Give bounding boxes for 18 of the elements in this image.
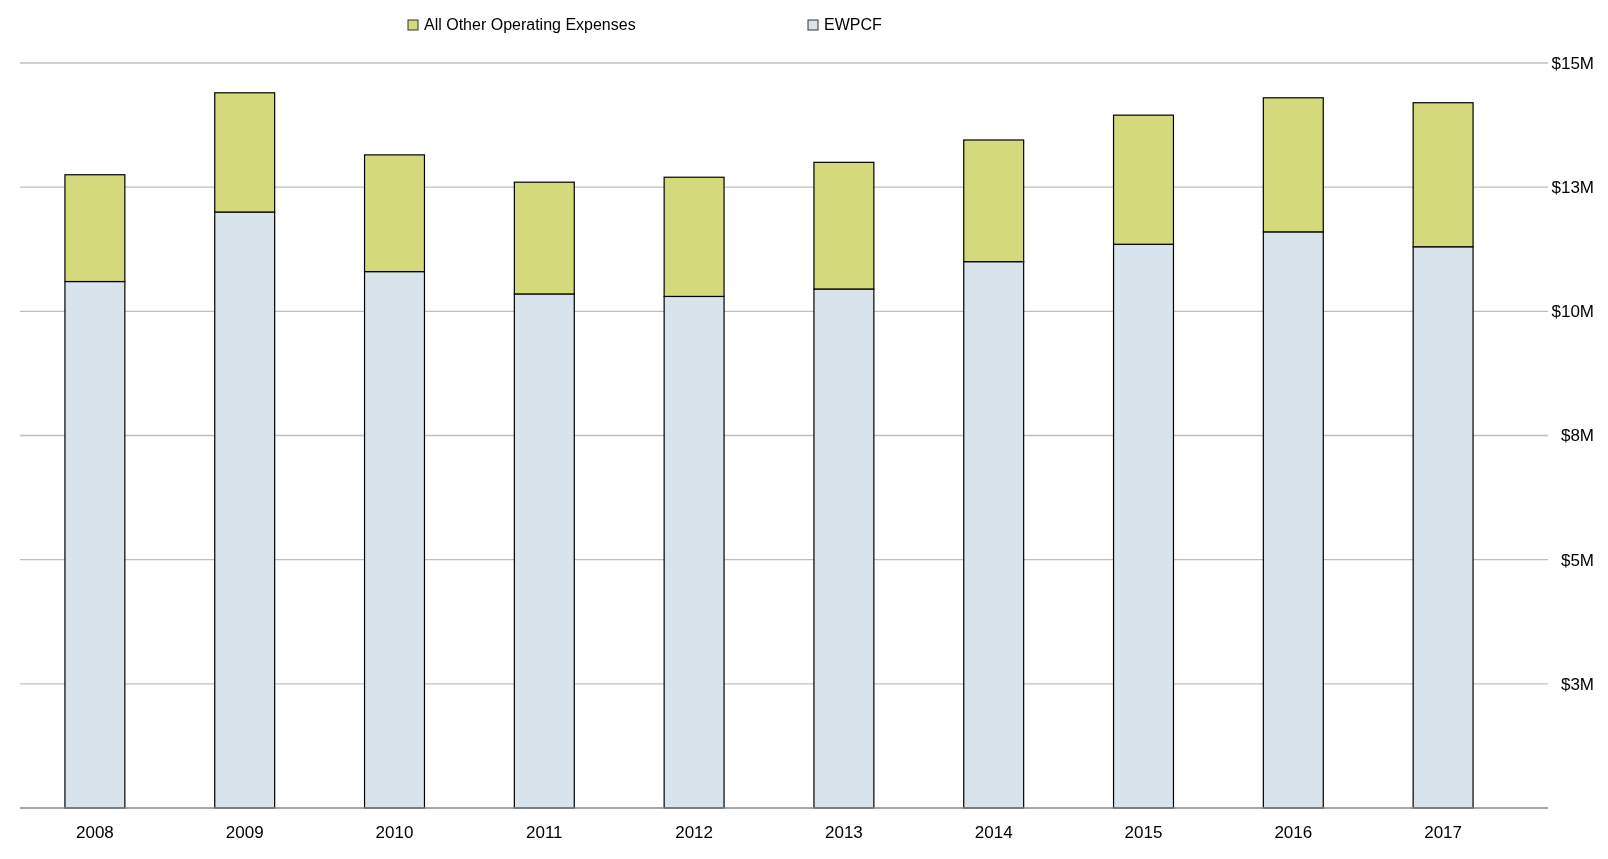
x-tick-label: 2014 — [974, 823, 1013, 842]
y-tick-label: $13M — [1551, 178, 1594, 198]
y-tick-label: $15M — [1551, 53, 1594, 73]
y-tick-label: $5M — [1560, 550, 1594, 570]
x-tick-label: 2008 — [75, 823, 114, 842]
x-tick-label: 2011 — [526, 823, 563, 842]
x-tick-label: 2013 — [824, 823, 863, 842]
y-tick-label: $3M — [1560, 674, 1594, 694]
x-tick-label: 2015 — [1124, 823, 1163, 842]
legend-label: EWPCF — [824, 16, 882, 33]
x-tick-label: 2016 — [1274, 823, 1313, 842]
y-tick-label: $10M — [1551, 302, 1594, 322]
x-tick-label: 2012 — [675, 823, 714, 842]
legend-label: All Other Operating Expenses — [424, 16, 636, 33]
y-tick-label: $8M — [1560, 426, 1594, 446]
x-tick-label: 2010 — [375, 823, 414, 842]
x-tick-label: 2017 — [1424, 823, 1463, 842]
x-tick-label: 2009 — [225, 823, 264, 842]
